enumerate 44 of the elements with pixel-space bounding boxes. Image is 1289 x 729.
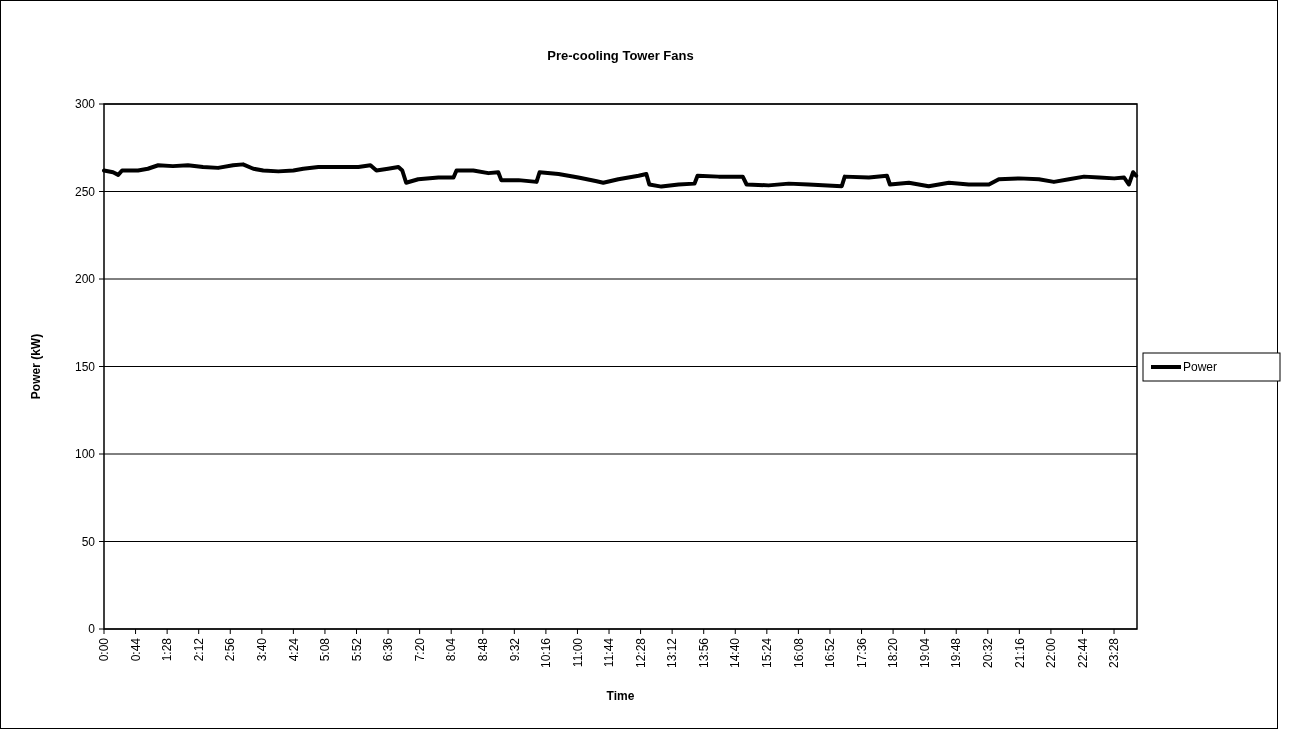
x-tick-label: 5:08 — [318, 637, 333, 662]
y-tick-label: 300 — [74, 97, 96, 112]
x-tick-label: 2:56 — [223, 637, 238, 662]
y-tick-label: 0 — [88, 622, 96, 637]
legend-label: Power — [1183, 360, 1218, 375]
x-tick-label: 2:12 — [191, 637, 206, 662]
x-tick-label: 4:24 — [286, 637, 301, 662]
x-tick-label: 0:00 — [97, 637, 112, 662]
x-tick-label: 20:32 — [980, 637, 995, 669]
x-tick-label: 15:24 — [760, 637, 775, 669]
x-tick-label: 1:28 — [160, 637, 175, 662]
x-tick-label: 0:44 — [128, 637, 143, 662]
x-tick-label: 13:12 — [665, 637, 680, 669]
x-tick-label: 22:44 — [1075, 637, 1090, 669]
x-tick-label: 22:00 — [1044, 637, 1059, 669]
x-tick-label: 7:20 — [412, 637, 427, 662]
y-tick-label: 50 — [81, 534, 96, 549]
x-tick-label: 10:16 — [539, 637, 554, 669]
x-tick-label: 3:40 — [255, 637, 270, 662]
y-tick-label: 250 — [74, 184, 96, 199]
chart-title: Pre-cooling Tower Fans — [547, 48, 694, 63]
y-axis-title: Power (kW) — [29, 333, 43, 400]
x-tick-label: 18:20 — [886, 637, 901, 669]
x-axis-title: Time — [606, 689, 635, 703]
x-tick-label: 17:36 — [854, 637, 869, 669]
x-tick-label: 8:04 — [444, 637, 459, 662]
x-tick-label: 19:04 — [917, 637, 932, 669]
x-tick-label: 6:36 — [381, 637, 396, 662]
x-tick-label: 23:28 — [1107, 637, 1122, 669]
x-tick-label: 21:16 — [1012, 637, 1027, 669]
x-tick-label: 5:52 — [349, 637, 364, 662]
x-tick-label: 13:56 — [696, 637, 711, 669]
x-tick-label: 14:40 — [728, 637, 743, 669]
x-tick-label: 16:08 — [791, 637, 806, 669]
x-tick-label: 11:00 — [570, 637, 585, 668]
x-tick-label: 8:48 — [475, 637, 490, 662]
y-tick-label: 200 — [74, 272, 96, 287]
x-tick-label: 9:32 — [507, 637, 522, 662]
x-tick-label: 12:28 — [633, 637, 648, 669]
x-tick-label: 11:44 — [602, 637, 617, 668]
y-tick-label: 100 — [74, 447, 96, 462]
x-tick-label: 19:48 — [949, 637, 964, 669]
y-tick-label: 150 — [74, 359, 96, 374]
x-tick-label: 16:52 — [823, 637, 838, 669]
